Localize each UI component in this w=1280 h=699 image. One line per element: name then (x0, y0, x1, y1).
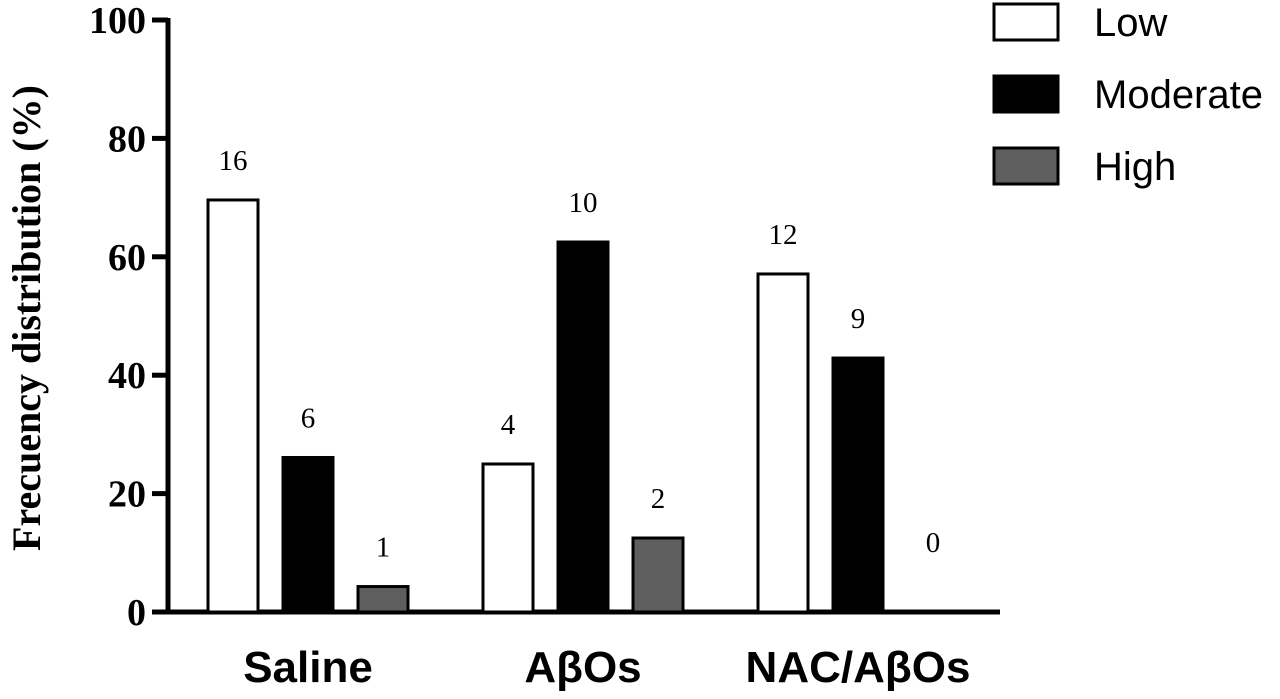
x-ticks: Saline AβOs NAC/AβOs (243, 643, 970, 692)
bar (481, 462, 535, 614)
bars (206, 198, 885, 614)
y-axis-label: Frecuency distribution (%) (4, 85, 49, 551)
data-label: 1 (376, 532, 391, 564)
bar (206, 198, 260, 614)
y-tick-label: 100 (89, 0, 146, 42)
y-tick-label: 60 (108, 237, 146, 279)
data-label: 9 (851, 303, 866, 335)
x-tick-label: Saline (243, 643, 373, 692)
x-tick-label: NAC/AβOs (746, 643, 971, 692)
bar (281, 455, 335, 614)
legend-swatch (992, 2, 1060, 42)
legend: Low Moderate High (992, 1, 1263, 189)
data-label: 12 (769, 219, 798, 251)
y-tick-label: 80 (108, 118, 146, 160)
bar (631, 536, 685, 614)
y-tick-label: 0 (127, 592, 146, 634)
bar (356, 585, 410, 614)
bar (756, 272, 810, 614)
legend-swatch (992, 74, 1060, 114)
data-label: 6 (301, 402, 316, 434)
legend-label: High (1094, 145, 1176, 189)
y-tick-label: 20 (108, 474, 146, 516)
legend-swatch (992, 146, 1060, 186)
y-tick-label: 40 (108, 355, 146, 397)
data-label: 2 (651, 483, 666, 515)
data-label: 0 (926, 527, 941, 559)
x-tick-label: AβOs (524, 643, 641, 692)
data-label: 4 (501, 409, 516, 441)
y-ticks: 0 20 40 60 80 100 (89, 0, 168, 634)
data-label: 10 (569, 187, 598, 219)
bar (556, 240, 610, 614)
data-label: 16 (219, 145, 248, 177)
legend-label: Low (1094, 1, 1167, 45)
legend-label: Moderate (1094, 73, 1263, 117)
bar (831, 356, 885, 614)
